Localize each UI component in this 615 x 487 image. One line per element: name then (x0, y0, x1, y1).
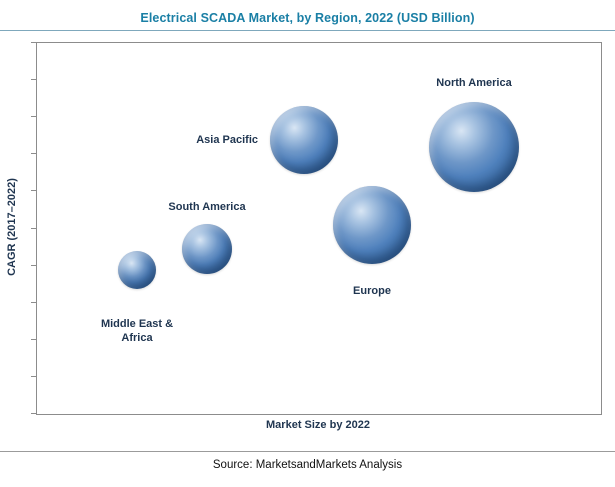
bubble-south-america (182, 224, 232, 274)
y-axis-tick (31, 79, 36, 80)
y-axis-tick (31, 42, 36, 43)
y-axis-tick (31, 190, 36, 191)
y-axis-tick (31, 376, 36, 377)
bubble-label-south-america: South America (168, 201, 246, 213)
y-axis-tick (31, 228, 36, 229)
y-axis-tick (31, 116, 36, 117)
y-axis-tick (31, 153, 36, 154)
y-axis-tick (31, 302, 36, 303)
bubble-label-middle-east-africa: Middle East & Africa (100, 318, 174, 344)
y-axis-tick (31, 339, 36, 340)
source-text: Source: MarketsandMarkets Analysis (212, 459, 403, 471)
y-axis-tick (31, 265, 36, 266)
bubble-asia-pacific (270, 106, 338, 174)
bubble-europe (333, 186, 411, 264)
bubble-label-europe: Europe (353, 285, 391, 297)
bubble-label-asia-pacific: Asia Pacific (196, 134, 258, 146)
plot-area (36, 42, 602, 415)
y-axis-tick (31, 413, 36, 414)
title-underline (0, 30, 615, 31)
chart-title: Electrical SCADA Market, by Region, 2022… (140, 11, 475, 25)
footer-divider (0, 451, 615, 452)
bubble-middle-east-africa (118, 251, 156, 289)
bubble-north-america (429, 102, 519, 192)
bubble-label-north-america: North America (436, 77, 512, 89)
x-axis-label: Market Size by 2022 (266, 419, 370, 431)
